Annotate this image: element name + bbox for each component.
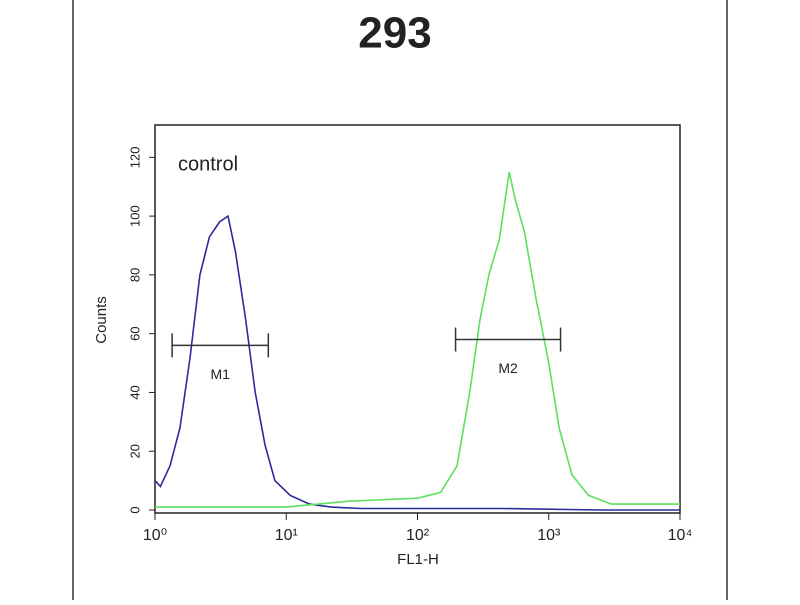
- x-tick-label: 10⁴: [668, 527, 693, 544]
- x-axis-label: FL1-H: [397, 551, 439, 568]
- series-line: [154, 214, 680, 511]
- y-tick-label: 120: [127, 146, 142, 168]
- series-line: [155, 171, 680, 508]
- marker-label: M1: [210, 366, 230, 382]
- annotation: control: [178, 153, 238, 175]
- x-tick-label: 10⁰: [143, 527, 167, 544]
- y-tick-label: 20: [127, 444, 142, 458]
- chart-title: 293: [358, 9, 431, 58]
- y-tick-label: 60: [127, 326, 142, 340]
- plot-frame: [154, 124, 681, 514]
- x-tick-label: 10²: [406, 527, 430, 544]
- y-tick-label: 80: [127, 268, 142, 282]
- marker-label: M2: [498, 360, 518, 376]
- y-axis-label: Counts: [93, 296, 110, 344]
- y-tick-label: 0: [127, 506, 142, 513]
- x-tick-label: 10¹: [275, 527, 298, 544]
- y-tick-label: 40: [127, 385, 142, 399]
- x-tick-label: 10³: [537, 527, 561, 544]
- y-tick-label: 100: [127, 205, 142, 227]
